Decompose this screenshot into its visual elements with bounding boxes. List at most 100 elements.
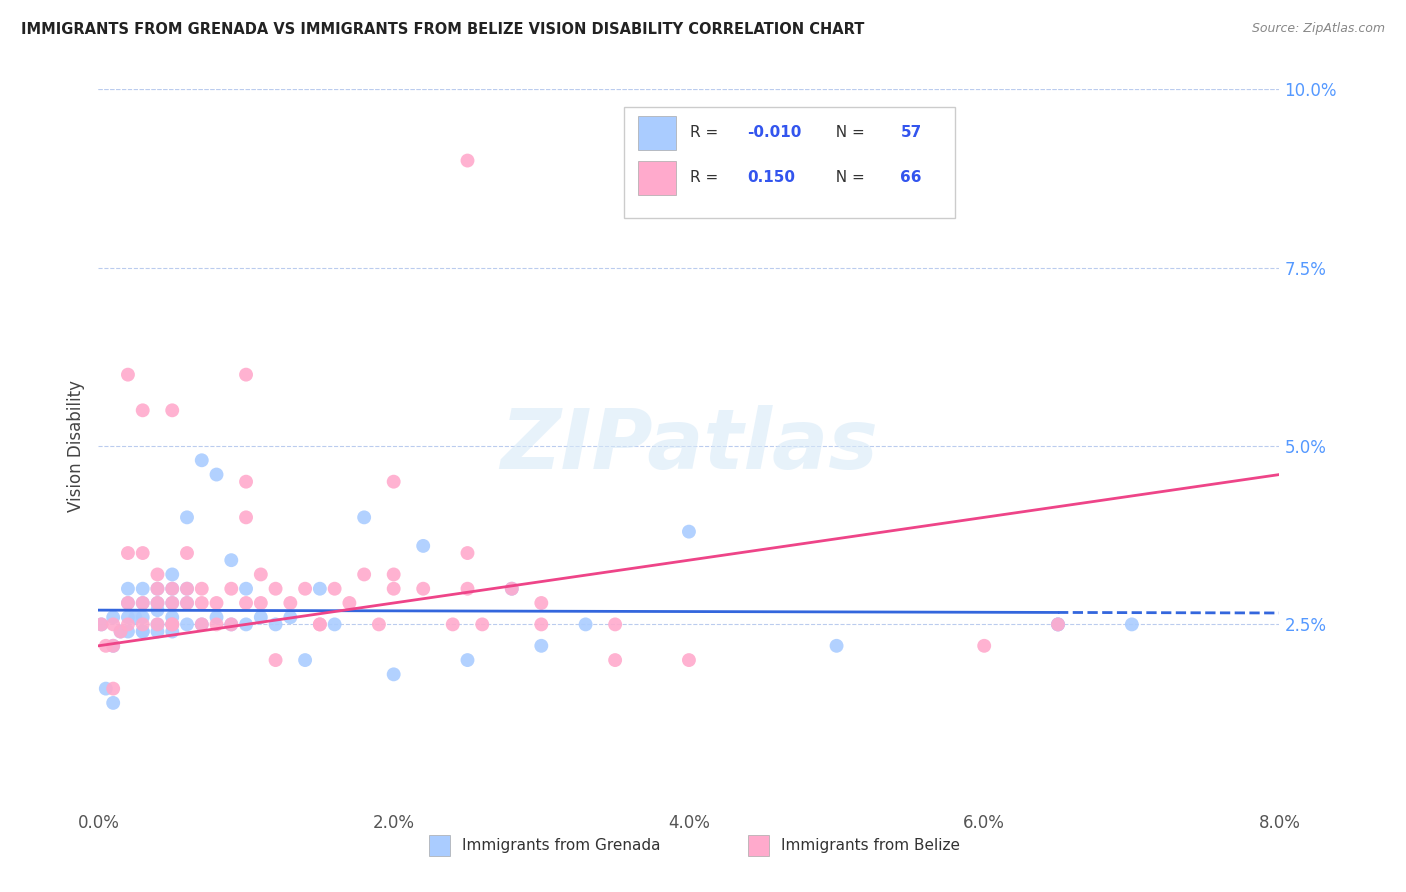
Point bbox=[162, 582, 183, 596]
Point bbox=[132, 617, 155, 632]
Point bbox=[1046, 617, 1070, 632]
Point bbox=[294, 582, 316, 596]
Point bbox=[90, 617, 112, 632]
Point bbox=[117, 582, 139, 596]
Point bbox=[103, 696, 125, 710]
Y-axis label: Vision Disability: Vision Disability bbox=[66, 380, 84, 512]
FancyBboxPatch shape bbox=[638, 161, 676, 194]
Point bbox=[323, 617, 346, 632]
Point bbox=[412, 582, 434, 596]
Point bbox=[132, 624, 155, 639]
Text: 57: 57 bbox=[900, 125, 921, 140]
Text: R =: R = bbox=[690, 170, 723, 186]
Point bbox=[1046, 617, 1070, 632]
Point bbox=[162, 617, 183, 632]
Point bbox=[117, 624, 139, 639]
Point bbox=[162, 403, 183, 417]
Point bbox=[235, 475, 257, 489]
Point bbox=[530, 639, 553, 653]
FancyBboxPatch shape bbox=[638, 116, 676, 150]
FancyBboxPatch shape bbox=[624, 107, 955, 218]
Point bbox=[264, 617, 287, 632]
Point bbox=[221, 617, 243, 632]
Point bbox=[501, 582, 523, 596]
Point bbox=[382, 667, 405, 681]
Point bbox=[162, 567, 183, 582]
Text: 66: 66 bbox=[900, 170, 922, 186]
Point bbox=[339, 596, 361, 610]
Point bbox=[132, 403, 155, 417]
Point bbox=[353, 510, 375, 524]
Point bbox=[191, 596, 214, 610]
Point bbox=[605, 653, 627, 667]
Point bbox=[176, 596, 198, 610]
Point bbox=[176, 596, 198, 610]
Point bbox=[678, 524, 700, 539]
Point bbox=[368, 617, 391, 632]
Text: ZIPatlas: ZIPatlas bbox=[501, 406, 877, 486]
Point bbox=[471, 617, 494, 632]
Point bbox=[250, 610, 273, 624]
Point bbox=[132, 582, 155, 596]
FancyBboxPatch shape bbox=[748, 835, 769, 856]
Point bbox=[162, 582, 183, 596]
Point bbox=[132, 596, 155, 610]
Point bbox=[103, 639, 125, 653]
Point bbox=[382, 475, 405, 489]
Point bbox=[530, 596, 553, 610]
Point bbox=[235, 596, 257, 610]
Point bbox=[146, 603, 169, 617]
Point bbox=[382, 582, 405, 596]
Point bbox=[309, 617, 332, 632]
Point bbox=[205, 467, 228, 482]
Point bbox=[90, 617, 112, 632]
Text: -0.010: -0.010 bbox=[747, 125, 801, 140]
Point bbox=[162, 596, 183, 610]
Point bbox=[176, 582, 198, 596]
Point bbox=[124, 610, 146, 624]
Point bbox=[110, 624, 132, 639]
Point bbox=[191, 617, 214, 632]
Point bbox=[501, 582, 523, 596]
Point bbox=[441, 617, 464, 632]
Point bbox=[103, 617, 125, 632]
Point bbox=[162, 610, 183, 624]
Text: Immigrants from Belize: Immigrants from Belize bbox=[782, 838, 960, 853]
Point bbox=[103, 681, 125, 696]
Point bbox=[176, 582, 198, 596]
Text: IMMIGRANTS FROM GRENADA VS IMMIGRANTS FROM BELIZE VISION DISABILITY CORRELATION : IMMIGRANTS FROM GRENADA VS IMMIGRANTS FR… bbox=[21, 22, 865, 37]
Point bbox=[146, 617, 169, 632]
Point bbox=[280, 610, 302, 624]
Point bbox=[235, 582, 257, 596]
Point bbox=[117, 596, 139, 610]
Point bbox=[146, 582, 169, 596]
Point bbox=[191, 617, 214, 632]
Point bbox=[294, 653, 316, 667]
Point bbox=[146, 596, 169, 610]
Point bbox=[146, 624, 169, 639]
Point bbox=[103, 639, 125, 653]
Point bbox=[94, 681, 117, 696]
Text: N =: N = bbox=[825, 125, 869, 140]
Point bbox=[162, 596, 183, 610]
Point bbox=[825, 639, 848, 653]
Point bbox=[146, 596, 169, 610]
Point bbox=[235, 368, 257, 382]
Text: R =: R = bbox=[690, 125, 723, 140]
Point bbox=[117, 610, 139, 624]
Point bbox=[176, 617, 198, 632]
Point bbox=[457, 546, 479, 560]
Point bbox=[250, 567, 273, 582]
FancyBboxPatch shape bbox=[429, 835, 450, 856]
Point bbox=[162, 617, 183, 632]
Text: 0.150: 0.150 bbox=[747, 170, 794, 186]
Point bbox=[457, 653, 479, 667]
Point bbox=[678, 653, 700, 667]
Point bbox=[117, 596, 139, 610]
Point bbox=[309, 617, 332, 632]
Text: Source: ZipAtlas.com: Source: ZipAtlas.com bbox=[1251, 22, 1385, 36]
Point bbox=[103, 610, 125, 624]
Point bbox=[191, 582, 214, 596]
Point bbox=[1046, 617, 1070, 632]
Point bbox=[191, 453, 214, 467]
